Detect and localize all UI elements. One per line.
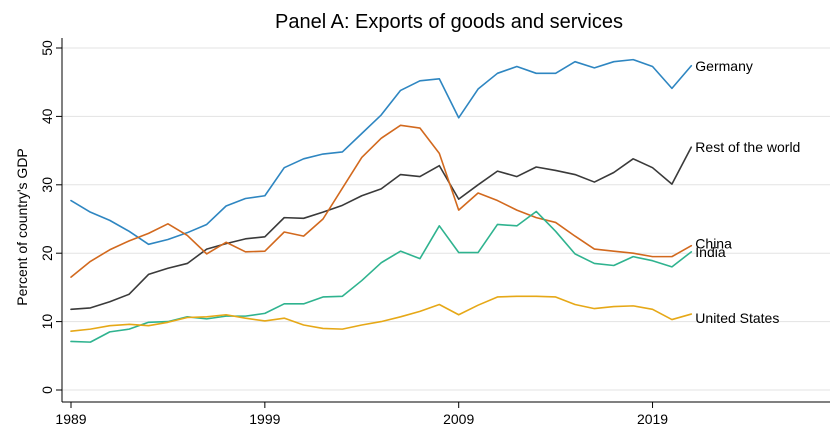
y-axis-label: Percent of country's GDP xyxy=(14,148,30,306)
y-tick-labels: 0 10 20 30 40 50 xyxy=(39,40,55,394)
x-tick-label-1989: 1989 xyxy=(55,411,86,427)
y-tick-label-10: 10 xyxy=(39,314,55,330)
axes xyxy=(56,38,830,408)
series-label-china: China xyxy=(695,236,732,252)
series-label-united-states: United States xyxy=(695,310,779,326)
y-tick-label-30: 30 xyxy=(39,177,55,193)
y-tick-label-40: 40 xyxy=(39,108,55,124)
series-label-india: India xyxy=(695,244,726,260)
chart-title: Panel A: Exports of goods and services xyxy=(275,11,623,33)
series-line-rest-of-the-world xyxy=(70,146,693,311)
y-tick-label-0: 0 xyxy=(39,386,55,394)
series-label-rest-of-the-world: Rest of the world xyxy=(695,139,800,155)
series-lines xyxy=(70,58,693,343)
x-tick-label-2019: 2019 xyxy=(637,411,668,427)
series-label-germany: Germany xyxy=(695,58,753,74)
x-tick-label-1999: 1999 xyxy=(249,411,280,427)
y-tick-label-50: 50 xyxy=(39,40,55,56)
x-tick-label-2009: 2009 xyxy=(443,411,474,427)
y-tick-label-20: 20 xyxy=(39,245,55,261)
series-line-china xyxy=(70,124,693,278)
series-line-united-states xyxy=(70,295,693,332)
x-tick-labels: 1989 1999 2009 2019 xyxy=(55,411,668,427)
series-line-germany xyxy=(70,58,693,246)
gridlines xyxy=(62,47,830,391)
